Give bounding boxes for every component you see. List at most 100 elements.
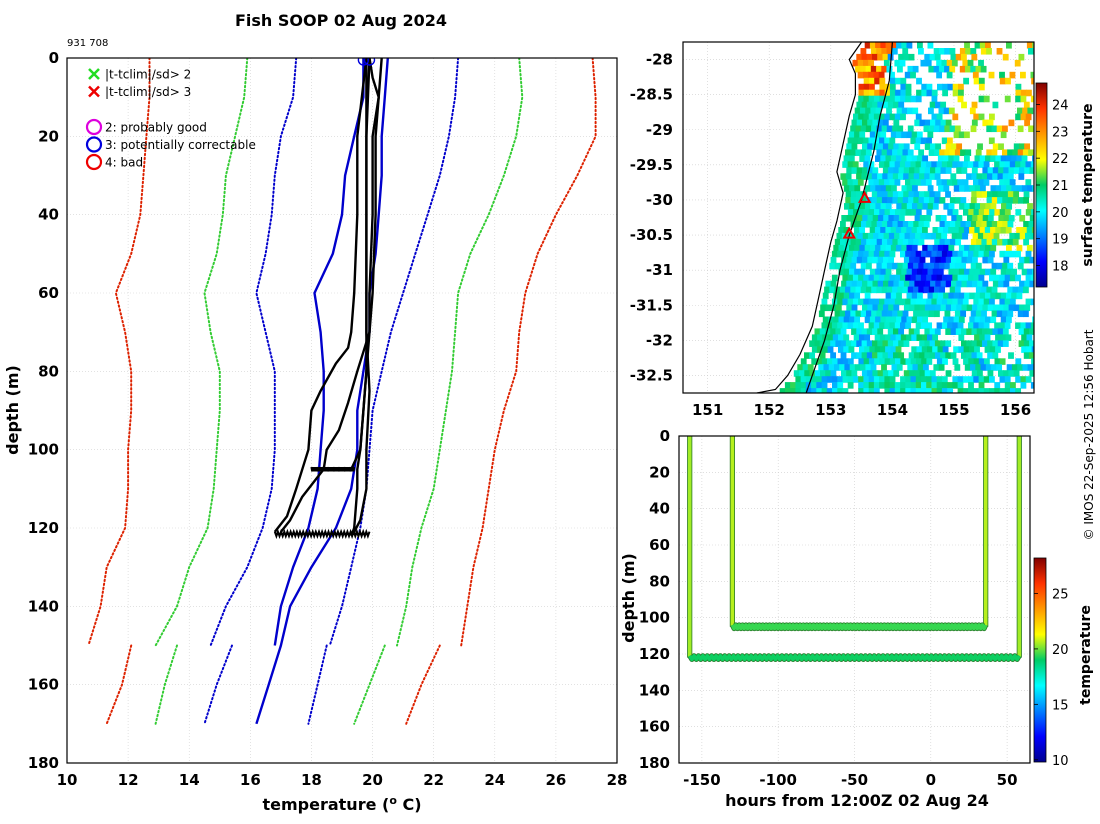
map-heat-cell — [896, 268, 902, 276]
map-heat-cell — [887, 328, 894, 335]
map-heat-cell — [987, 370, 994, 377]
map-heat-cell — [930, 280, 936, 288]
map-heat-cell — [882, 352, 889, 359]
map-heat-cell — [995, 155, 1002, 162]
map-heat-cell — [906, 316, 913, 324]
map-heat-cell — [847, 232, 853, 240]
map-heat-cell — [863, 274, 870, 282]
map-heat-cell — [915, 322, 922, 329]
map-heat-cell — [969, 227, 975, 234]
map-heat-cell — [999, 388, 1006, 393]
map-heat-cell — [876, 262, 883, 270]
map-heat-cell — [881, 238, 888, 246]
map-heat-cell — [987, 191, 993, 198]
map-heat-cell — [869, 346, 876, 353]
map-heat-cell — [820, 370, 826, 377]
map-heat-cell — [958, 83, 964, 91]
map-heat-cell — [949, 125, 956, 133]
map-heat-cell — [1013, 167, 1020, 174]
map-heat-cell — [881, 48, 888, 55]
map-heat-cell — [894, 59, 901, 67]
series-line-clim_blue_left — [209, 58, 298, 647]
map-heat-cell — [947, 209, 954, 216]
map-heat-cell — [872, 280, 879, 288]
map-heat-cell — [793, 370, 800, 377]
map-heat-cell — [953, 155, 960, 162]
map-heat-cell — [889, 161, 896, 168]
map-heat-cell — [902, 286, 909, 294]
map-heat-cell — [888, 256, 895, 264]
map-heat-cell — [896, 244, 902, 252]
profile-xtick-label: 12 — [118, 771, 139, 789]
map-heat-cell — [952, 89, 959, 97]
map-heat-cell — [934, 238, 941, 246]
map-heat-cell — [1025, 274, 1032, 282]
map-heat-cell — [992, 352, 999, 359]
map-heat-cell — [950, 352, 957, 359]
map-heat-cell — [841, 280, 847, 288]
map-heat-cell — [860, 149, 867, 156]
map-heat-cell — [922, 203, 929, 210]
map-heat-cell — [1023, 340, 1030, 347]
map-heat-cell — [1025, 250, 1032, 258]
map-heat-cell — [837, 322, 844, 329]
map-heat-cell — [1028, 221, 1034, 228]
map-heat-cell — [900, 274, 906, 282]
series-line-black_profile_c — [350, 58, 380, 470]
map-heat-cell — [886, 48, 893, 55]
map-heat-cell — [920, 274, 927, 282]
map-heat-cell — [1020, 382, 1027, 389]
map-heat-cell — [927, 131, 934, 139]
map-heat-cell — [821, 322, 828, 329]
map-heat-cell — [997, 191, 1004, 198]
map-heat-cell — [864, 292, 871, 300]
map-heat-cell — [896, 292, 902, 300]
map-heat-cell — [1029, 256, 1034, 264]
map-heat-cell — [958, 268, 965, 276]
map-heat-cell — [1012, 238, 1019, 246]
map-heat-cell — [846, 256, 853, 264]
map-heat-cell — [943, 107, 950, 115]
map-heat-cell — [1017, 125, 1024, 133]
map-heat-cell — [982, 340, 988, 347]
map-heat-cell — [947, 298, 953, 306]
map-heat-cell — [997, 221, 1003, 228]
map-heat-cell — [993, 232, 1000, 240]
map-heat-cell — [910, 388, 917, 393]
map-heat-cell — [957, 382, 964, 389]
map-heat-cell — [895, 209, 901, 216]
profile-series — [87, 58, 597, 725]
map-heat-cell — [868, 250, 875, 258]
map-heat-cell — [869, 268, 876, 276]
map-heat-cell — [960, 262, 967, 270]
map-heat-cell — [926, 137, 932, 145]
map-heat-cell — [980, 203, 986, 210]
map-heat-cell — [930, 304, 936, 312]
map-heat-cell — [926, 382, 933, 389]
map-heat-cell — [930, 119, 936, 127]
map-heat-cell — [962, 376, 969, 383]
map-heat-cell — [847, 382, 854, 389]
map-heat-cell — [898, 173, 904, 180]
map-heat-cell — [877, 280, 884, 288]
map-heat-cell — [953, 292, 960, 300]
map-heat-cell — [881, 262, 888, 270]
map-heat-cell — [899, 161, 906, 168]
map-heat-cell — [870, 65, 877, 73]
map-heat-cell — [817, 346, 823, 353]
map-heat-cell — [842, 274, 849, 282]
map-heat-cell — [906, 244, 913, 252]
map-heat-cell — [989, 113, 995, 121]
map-heat-cell — [936, 71, 943, 79]
map-heat-cell — [856, 119, 863, 127]
map-heat-cell — [826, 388, 833, 393]
map-heat-cell — [863, 89, 870, 97]
time-colorbar-label: temperature — [1078, 605, 1094, 705]
map-heat-cell — [948, 227, 955, 234]
map-heat-cell — [866, 101, 873, 109]
map-heat-cell — [892, 262, 898, 270]
map-heat-cell — [965, 65, 971, 73]
map-heat-cell — [852, 298, 859, 306]
map-heat-cell — [919, 370, 926, 377]
map-heat-cell — [1015, 376, 1022, 383]
